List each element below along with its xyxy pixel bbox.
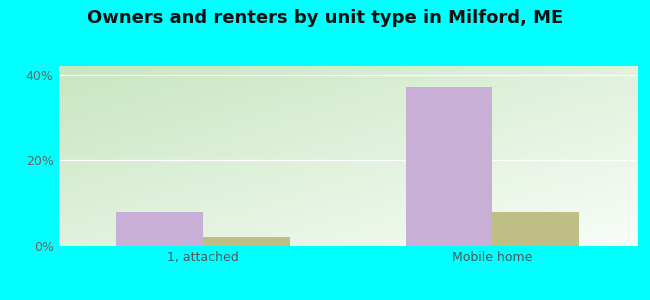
Bar xyxy=(493,212,579,246)
Text: Owners and renters by unit type in Milford, ME: Owners and renters by unit type in Milfo… xyxy=(87,9,563,27)
Bar xyxy=(116,212,203,246)
Bar xyxy=(203,237,290,246)
Bar xyxy=(406,87,493,246)
